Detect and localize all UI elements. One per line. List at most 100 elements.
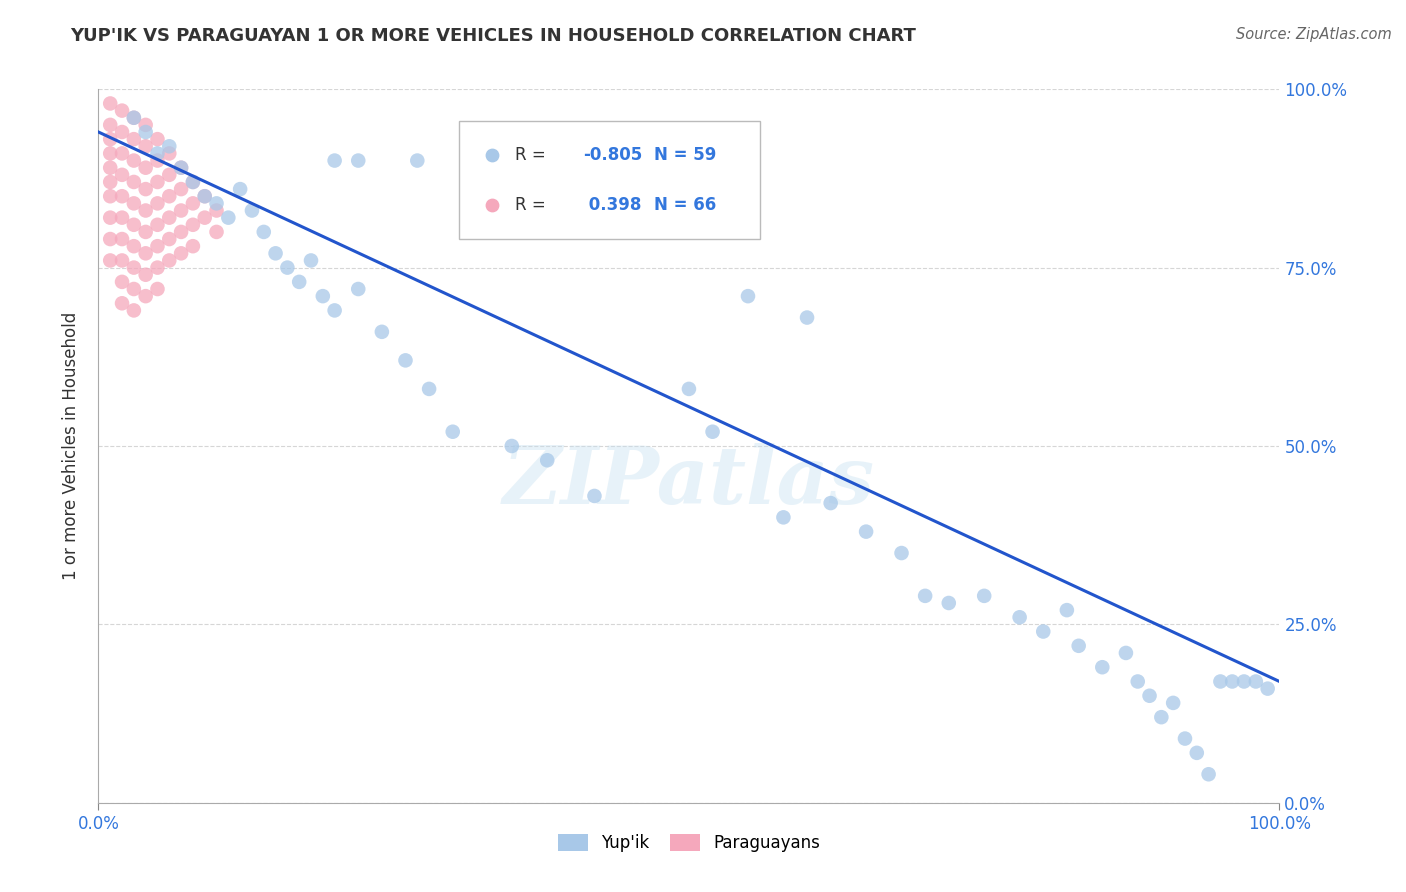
Point bbox=[111, 296, 134, 310]
Point bbox=[98, 118, 121, 132]
Point bbox=[170, 225, 193, 239]
Point bbox=[111, 189, 134, 203]
Point bbox=[170, 203, 193, 218]
Point bbox=[855, 524, 877, 539]
Point bbox=[194, 211, 217, 225]
Point bbox=[1220, 674, 1243, 689]
Point bbox=[1244, 674, 1267, 689]
Point bbox=[1209, 674, 1232, 689]
Point bbox=[205, 225, 228, 239]
Point bbox=[157, 232, 180, 246]
Point bbox=[135, 125, 157, 139]
Point bbox=[135, 182, 157, 196]
Point bbox=[406, 153, 429, 168]
Point bbox=[111, 103, 134, 118]
Point bbox=[170, 161, 193, 175]
Point bbox=[264, 246, 287, 260]
Text: N = 66: N = 66 bbox=[654, 196, 716, 214]
Point bbox=[194, 189, 217, 203]
Point bbox=[146, 239, 169, 253]
Point bbox=[111, 168, 134, 182]
Point bbox=[122, 132, 145, 146]
Point bbox=[1150, 710, 1173, 724]
Point bbox=[146, 132, 169, 146]
Point bbox=[394, 353, 416, 368]
Point bbox=[288, 275, 311, 289]
Point bbox=[135, 161, 157, 175]
Point bbox=[122, 218, 145, 232]
Point bbox=[796, 310, 818, 325]
FancyBboxPatch shape bbox=[458, 121, 759, 239]
Point bbox=[157, 139, 180, 153]
Point bbox=[312, 289, 335, 303]
Point bbox=[276, 260, 298, 275]
Point bbox=[146, 146, 169, 161]
Point bbox=[135, 225, 157, 239]
Point bbox=[323, 303, 346, 318]
Point bbox=[737, 289, 759, 303]
Point bbox=[973, 589, 995, 603]
Text: YUP'IK VS PARAGUAYAN 1 OR MORE VEHICLES IN HOUSEHOLD CORRELATION CHART: YUP'IK VS PARAGUAYAN 1 OR MORE VEHICLES … bbox=[70, 27, 917, 45]
Point bbox=[98, 132, 121, 146]
Point bbox=[772, 510, 794, 524]
Point bbox=[111, 275, 134, 289]
Point bbox=[98, 189, 121, 203]
Point bbox=[157, 168, 180, 182]
Point bbox=[98, 96, 121, 111]
Text: -0.805: -0.805 bbox=[582, 146, 643, 164]
Y-axis label: 1 or more Vehicles in Household: 1 or more Vehicles in Household bbox=[62, 312, 80, 580]
Text: N = 59: N = 59 bbox=[654, 146, 716, 164]
Point bbox=[122, 153, 145, 168]
Point bbox=[111, 146, 134, 161]
Point bbox=[98, 146, 121, 161]
Text: ZIPatlas: ZIPatlas bbox=[503, 443, 875, 520]
Point bbox=[1008, 610, 1031, 624]
Point bbox=[122, 282, 145, 296]
Point bbox=[1161, 696, 1184, 710]
Point bbox=[1185, 746, 1208, 760]
Text: R =: R = bbox=[516, 146, 551, 164]
Text: 0.398: 0.398 bbox=[582, 196, 641, 214]
Point bbox=[98, 175, 121, 189]
Point bbox=[820, 496, 842, 510]
Point bbox=[181, 175, 204, 189]
Point bbox=[1067, 639, 1090, 653]
Point bbox=[157, 146, 180, 161]
Point bbox=[135, 268, 157, 282]
Point bbox=[170, 246, 193, 260]
Point bbox=[1091, 660, 1114, 674]
Point bbox=[135, 246, 157, 260]
Point bbox=[111, 125, 134, 139]
Point bbox=[1233, 674, 1256, 689]
Point bbox=[135, 139, 157, 153]
Point bbox=[371, 325, 394, 339]
Point bbox=[146, 175, 169, 189]
Point bbox=[122, 175, 145, 189]
Point bbox=[1174, 731, 1197, 746]
Point bbox=[1126, 674, 1149, 689]
Point bbox=[98, 232, 121, 246]
Point bbox=[1198, 767, 1220, 781]
Point bbox=[702, 425, 724, 439]
Point bbox=[441, 425, 464, 439]
Point bbox=[1139, 689, 1161, 703]
Point bbox=[240, 203, 263, 218]
Point bbox=[146, 196, 169, 211]
Text: Source: ZipAtlas.com: Source: ZipAtlas.com bbox=[1236, 27, 1392, 42]
Point bbox=[122, 196, 145, 211]
Point bbox=[170, 161, 193, 175]
Point bbox=[323, 153, 346, 168]
Point bbox=[135, 289, 157, 303]
Point bbox=[914, 589, 936, 603]
Point bbox=[146, 260, 169, 275]
Point bbox=[122, 239, 145, 253]
Point bbox=[122, 111, 145, 125]
Point bbox=[98, 161, 121, 175]
Point bbox=[217, 211, 239, 225]
Point bbox=[1257, 681, 1279, 696]
Point bbox=[1115, 646, 1137, 660]
Point bbox=[347, 282, 370, 296]
Point bbox=[501, 439, 523, 453]
Point bbox=[146, 153, 169, 168]
Point bbox=[135, 203, 157, 218]
